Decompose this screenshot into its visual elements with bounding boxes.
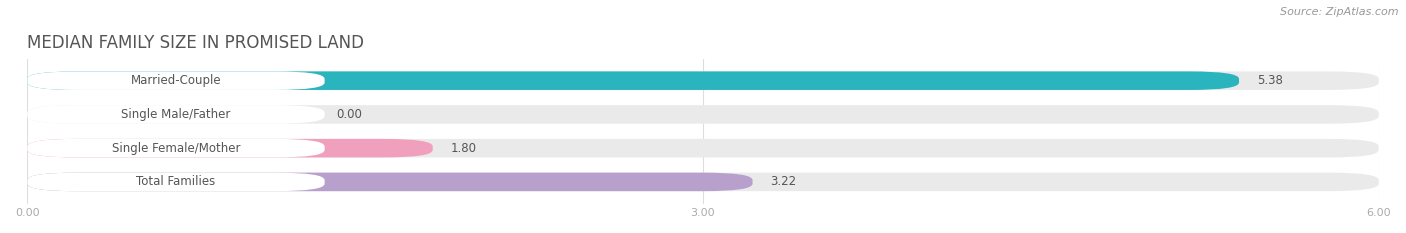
FancyBboxPatch shape: [27, 173, 1379, 191]
Text: 0.00: 0.00: [336, 108, 361, 121]
Text: 1.80: 1.80: [451, 142, 477, 155]
FancyBboxPatch shape: [27, 139, 1379, 158]
FancyBboxPatch shape: [27, 173, 752, 191]
FancyBboxPatch shape: [27, 71, 1239, 90]
Text: MEDIAN FAMILY SIZE IN PROMISED LAND: MEDIAN FAMILY SIZE IN PROMISED LAND: [27, 34, 364, 52]
FancyBboxPatch shape: [27, 71, 1379, 90]
FancyBboxPatch shape: [27, 105, 325, 124]
Text: 3.22: 3.22: [770, 175, 797, 188]
Text: 5.38: 5.38: [1257, 74, 1282, 87]
Text: Single Male/Father: Single Male/Father: [121, 108, 231, 121]
FancyBboxPatch shape: [27, 139, 433, 158]
FancyBboxPatch shape: [27, 105, 1379, 124]
FancyBboxPatch shape: [27, 139, 325, 158]
Text: Total Families: Total Families: [136, 175, 215, 188]
Text: Source: ZipAtlas.com: Source: ZipAtlas.com: [1281, 7, 1399, 17]
FancyBboxPatch shape: [27, 173, 325, 191]
Text: Single Female/Mother: Single Female/Mother: [111, 142, 240, 155]
Text: Married-Couple: Married-Couple: [131, 74, 221, 87]
FancyBboxPatch shape: [27, 71, 325, 90]
